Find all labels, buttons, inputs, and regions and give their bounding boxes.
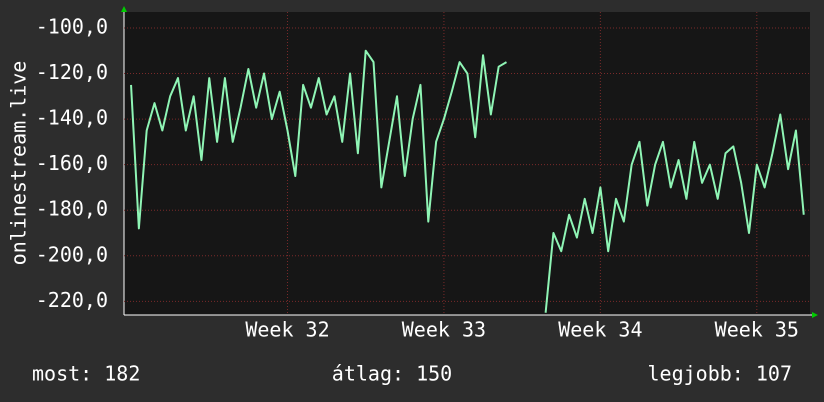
- x-tick-label: Week 34: [558, 318, 642, 342]
- data-line: [130, 49, 805, 313]
- x-tick-label: Week 32: [245, 318, 329, 342]
- y-tick-label: -120,0: [36, 60, 108, 84]
- y-tick-label: -100,0: [36, 14, 108, 38]
- y-tick-label: -220,0: [36, 288, 108, 312]
- stat-current: most: 182: [32, 362, 140, 386]
- plot-area: [124, 12, 810, 315]
- y-tick-label: -180,0: [36, 197, 108, 221]
- x-tick-label: Week 35: [715, 318, 799, 342]
- stat-average: átlag: 150: [332, 362, 452, 386]
- y-tick-label: -160,0: [36, 151, 108, 175]
- stat-best: legjobb: 107: [648, 362, 793, 386]
- axis-arrow: [812, 312, 818, 318]
- y-axis-label: onlinestream.live: [7, 61, 31, 266]
- y-tick-label: -200,0: [36, 242, 108, 266]
- axis-arrow: [121, 6, 127, 12]
- x-tick-label: Week 33: [402, 318, 486, 342]
- y-tick-label: -140,0: [36, 106, 108, 130]
